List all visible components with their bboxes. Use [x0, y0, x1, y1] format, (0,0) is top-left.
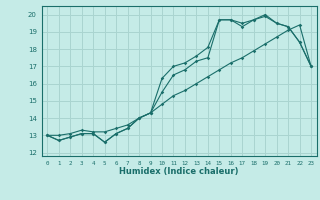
X-axis label: Humidex (Indice chaleur): Humidex (Indice chaleur) [119, 167, 239, 176]
